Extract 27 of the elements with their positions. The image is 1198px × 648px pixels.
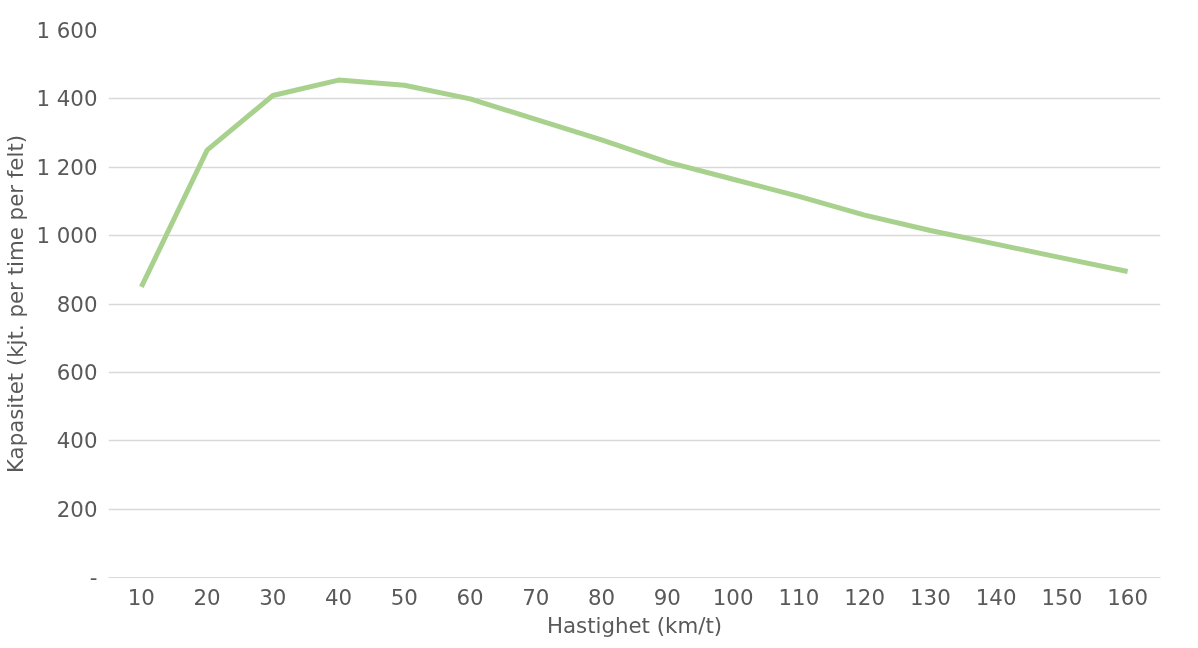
x-tick-label: 60 [456, 584, 484, 610]
y-tick-label: 1 400 [36, 86, 98, 112]
x-tick-label: 90 [653, 584, 681, 610]
y-tick-label: 600 [56, 359, 98, 385]
x-axis-title: Hastighet (km/t) [546, 612, 723, 638]
x-tick-label: 140 [975, 584, 1017, 610]
y-tick-label: 200 [56, 496, 98, 522]
x-tick-label: 100 [712, 584, 754, 610]
y-tick-label: 1 600 [36, 18, 98, 43]
y-axis-title: Kapasitet (kjt. per time per felt) [3, 134, 29, 474]
x-tick-label: 10 [127, 584, 155, 610]
x-tick-label: 150 [1041, 584, 1083, 610]
x-tick-label: 130 [910, 584, 951, 610]
y-tick-label: 1 200 [36, 154, 98, 180]
x-tick-label: 30 [259, 584, 287, 610]
y-tick-label: 800 [56, 291, 98, 317]
y-tick-label: - [89, 565, 98, 590]
x-tick-label: 80 [588, 584, 616, 610]
x-tick-label: 20 [193, 584, 221, 610]
y-tick-label: 1 000 [36, 223, 98, 249]
x-tick-label: 120 [844, 584, 885, 610]
x-tick-label: 70 [522, 584, 550, 610]
x-tick-label: 160 [1107, 584, 1148, 610]
y-tick-label: 400 [56, 428, 98, 454]
x-tick-label: 50 [390, 584, 418, 610]
x-tick-label: 40 [325, 584, 353, 610]
x-tick-label: 110 [778, 584, 820, 610]
